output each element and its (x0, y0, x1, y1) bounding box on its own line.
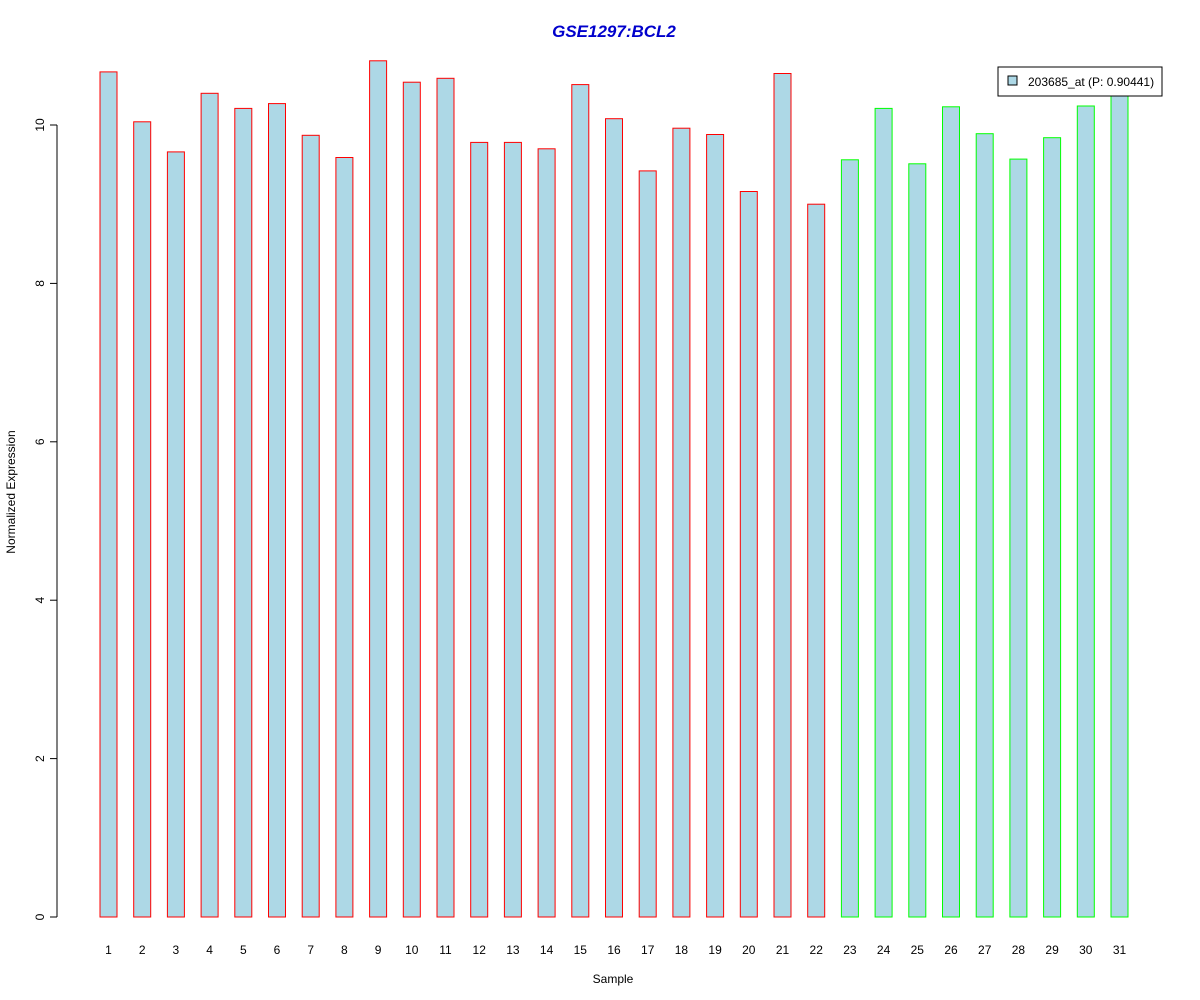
x-tick-label: 4 (206, 943, 213, 957)
chart-title: GSE1297:BCL2 (552, 22, 676, 41)
x-tick-label: 22 (810, 943, 824, 957)
bar-sample-22 (807, 203, 826, 918)
bar-sample-24 (874, 107, 893, 918)
x-tick-label: 19 (708, 943, 722, 957)
legend: 203685_at (P: 0.90441) (997, 66, 1163, 97)
x-tick-label: 6 (274, 943, 281, 957)
bar-sample-16 (605, 118, 623, 918)
x-tick-label: 9 (375, 943, 382, 957)
y-tick-label: 2 (33, 755, 47, 762)
bars-group (99, 60, 1129, 918)
x-tick-label: 26 (944, 943, 958, 957)
bar-sample-12 (470, 141, 489, 918)
x-axis-label: Sample (593, 972, 634, 986)
x-tick-label: 1 (105, 943, 112, 957)
x-tick-label: 31 (1113, 943, 1127, 957)
x-tick-label: 25 (911, 943, 925, 957)
legend-label: 203685_at (P: 0.90441) (1028, 75, 1154, 89)
bar-sample-13 (503, 141, 522, 918)
bar-sample-23 (840, 159, 859, 918)
bar-sample-26 (942, 106, 960, 918)
legend-box (997, 66, 1163, 97)
x-tick-label: 21 (776, 943, 790, 957)
bar-sample-4 (200, 92, 219, 918)
x-tick-label: 27 (978, 943, 992, 957)
bar-sample-2 (133, 121, 152, 918)
x-tick-label: 2 (139, 943, 146, 957)
x-tick-label: 8 (341, 943, 348, 957)
y-tick-label: 4 (33, 597, 47, 604)
bar-sample-21 (773, 73, 792, 918)
bar-sample-15 (571, 84, 590, 918)
x-tick-label: 14 (540, 943, 554, 957)
bar-sample-28 (1009, 158, 1028, 918)
y-tick-label: 0 (33, 913, 47, 920)
y-tick-label: 6 (33, 438, 47, 445)
bar-sample-14 (537, 148, 556, 918)
bar-sample-6 (268, 103, 286, 918)
x-tick-label: 7 (307, 943, 314, 957)
x-tick-label: 30 (1079, 943, 1093, 957)
bar-sample-31 (1110, 92, 1129, 918)
x-tick-label: 12 (473, 943, 487, 957)
bar-sample-10 (402, 81, 421, 918)
x-tick-label: 17 (641, 943, 655, 957)
bar-sample-8 (335, 157, 354, 918)
bar-sample-5 (234, 107, 253, 918)
x-tick-label: 10 (405, 943, 419, 957)
x-tick-label: 3 (173, 943, 180, 957)
bar-sample-7 (301, 134, 320, 918)
y-tick-label: 10 (33, 118, 47, 132)
x-tick-label: 20 (742, 943, 756, 957)
x-tick-label: 18 (675, 943, 689, 957)
x-tick-label: 16 (607, 943, 621, 957)
x-tick-label: 29 (1045, 943, 1059, 957)
y-axis: 0 2 4 6 8 10 (33, 118, 58, 920)
bar-sample-29 (1043, 137, 1062, 918)
bar-sample-19 (706, 134, 725, 918)
x-tick-labels: 1 2 3 4 5 6 7 8 9 10 11 12 13 14 15 16 17 18 19 20 21 22 23 24 2… (105, 943, 1126, 957)
x-tick-label: 28 (1012, 943, 1026, 957)
y-axis-label: Normalized Expression (4, 430, 18, 553)
x-tick-label: 5 (240, 943, 247, 957)
bar-sample-20 (739, 191, 758, 918)
x-tick-label: 15 (574, 943, 588, 957)
bar-sample-1 (99, 71, 118, 918)
x-tick-label: 23 (843, 943, 857, 957)
bar-sample-30 (1076, 105, 1095, 918)
bar-sample-18 (672, 127, 691, 918)
y-tick-label: 8 (33, 280, 47, 287)
bar-sample-11 (436, 77, 455, 918)
bar-sample-9 (369, 60, 388, 918)
bar-sample-3 (166, 151, 185, 918)
x-tick-label: 13 (506, 943, 520, 957)
bar-sample-27 (975, 133, 994, 918)
legend-swatch (1007, 75, 1018, 86)
x-tick-label: 11 (439, 943, 452, 957)
bar-sample-17 (638, 170, 657, 918)
bar-sample-25 (908, 163, 927, 918)
x-tick-label: 24 (877, 943, 891, 957)
